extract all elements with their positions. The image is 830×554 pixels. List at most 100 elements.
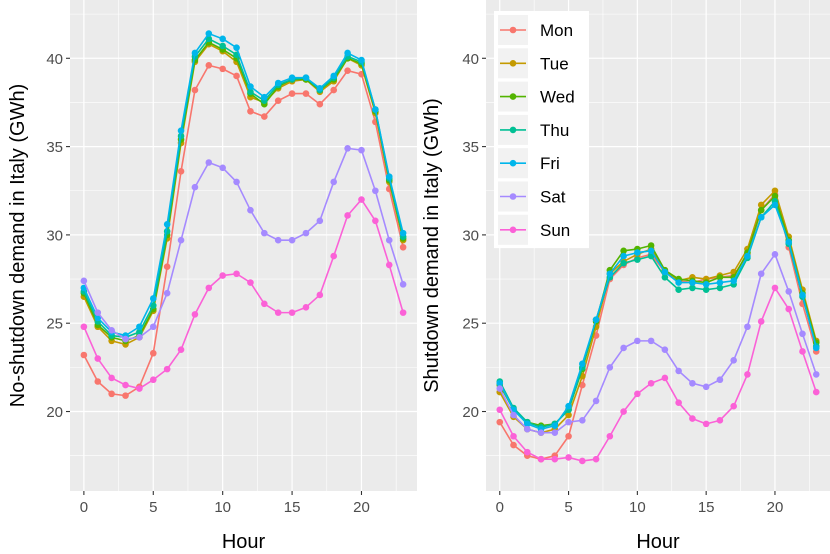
data-point	[163, 221, 171, 228]
data-point	[372, 187, 379, 195]
data-point	[330, 72, 338, 80]
data-point	[702, 383, 710, 391]
data-point	[579, 457, 586, 465]
data-point	[551, 455, 559, 463]
data-point	[675, 399, 682, 406]
data-point	[771, 192, 779, 200]
data-point	[274, 236, 282, 244]
data-point	[358, 56, 365, 64]
data-point	[122, 381, 129, 389]
data-point	[771, 201, 779, 209]
data-point	[233, 72, 240, 80]
data-point	[205, 284, 213, 292]
data-point	[744, 252, 751, 260]
data-point	[799, 348, 806, 355]
data-point	[288, 309, 296, 316]
data-point	[675, 286, 682, 293]
data-point	[80, 351, 88, 359]
data-point	[136, 334, 143, 341]
x-tick-label: 15	[284, 499, 301, 516]
data-point	[163, 289, 171, 297]
data-point	[565, 454, 572, 461]
series-sun	[496, 284, 820, 465]
data-point	[80, 277, 88, 285]
data-point	[579, 381, 586, 389]
data-point	[358, 196, 365, 203]
legend-label-fri: Fri	[540, 154, 560, 173]
data-point	[606, 432, 614, 440]
data-point	[385, 173, 393, 180]
data-point	[316, 100, 324, 108]
data-point	[523, 420, 531, 428]
data-point	[716, 417, 724, 424]
data-point	[661, 268, 669, 276]
data-point	[344, 67, 351, 74]
data-point	[191, 183, 199, 191]
data-point	[205, 159, 213, 166]
y-axis-title: No-shutdown demand in Italy (GWh)	[7, 84, 29, 407]
data-point	[358, 146, 365, 154]
series-fri	[80, 30, 407, 339]
data-point	[288, 90, 296, 97]
data-point	[702, 286, 710, 293]
data-point	[785, 288, 793, 295]
data-point	[219, 164, 226, 172]
data-point	[108, 326, 115, 334]
data-point	[205, 30, 213, 37]
y-tick-label: 35	[46, 139, 63, 156]
data-point	[219, 272, 226, 279]
data-point	[149, 376, 157, 384]
data-point	[233, 178, 240, 186]
data-point	[771, 251, 779, 258]
data-point	[136, 385, 143, 392]
data-point	[675, 279, 682, 286]
legend: Mon Tue Wed Thu Fri Sat Sun	[494, 11, 589, 249]
data-point	[163, 365, 171, 373]
data-point	[274, 97, 282, 104]
data-point	[94, 355, 102, 362]
x-axis-title: Hour	[222, 531, 266, 553]
data-point	[399, 229, 407, 237]
data-point	[274, 79, 282, 87]
data-point	[730, 277, 737, 285]
data-point	[233, 270, 240, 278]
data-point	[744, 323, 751, 331]
data-point	[302, 304, 310, 311]
data-point	[191, 49, 199, 57]
data-point	[247, 83, 254, 90]
data-point	[702, 281, 710, 288]
data-point	[757, 201, 765, 209]
data-point	[716, 273, 724, 281]
data-point	[757, 213, 765, 221]
data-point	[80, 323, 88, 331]
data-point	[812, 371, 820, 378]
data-point	[496, 406, 504, 414]
data-point	[592, 455, 600, 463]
data-point	[606, 364, 614, 371]
data-point	[757, 270, 765, 278]
data-point	[716, 279, 724, 286]
y-tick-label: 40	[462, 51, 479, 68]
data-point	[523, 448, 531, 456]
data-point	[702, 420, 710, 428]
series-sun	[80, 196, 407, 392]
data-point	[108, 374, 115, 382]
data-point	[620, 252, 627, 260]
data-point	[122, 335, 129, 343]
legend-key-sat	[498, 181, 528, 212]
data-point	[149, 349, 157, 357]
data-point	[537, 429, 545, 437]
data-point	[744, 371, 751, 378]
y-tick-label: 25	[46, 316, 63, 333]
data-point	[261, 113, 268, 120]
x-tick-label: 20	[767, 499, 784, 516]
data-point	[177, 168, 185, 175]
data-point	[647, 247, 655, 255]
data-point	[149, 302, 157, 309]
data-point	[565, 411, 572, 419]
data-point	[316, 217, 324, 225]
data-point	[620, 259, 627, 267]
data-point	[675, 367, 682, 375]
legend-key-mon	[498, 15, 528, 45]
data-point	[149, 295, 157, 302]
